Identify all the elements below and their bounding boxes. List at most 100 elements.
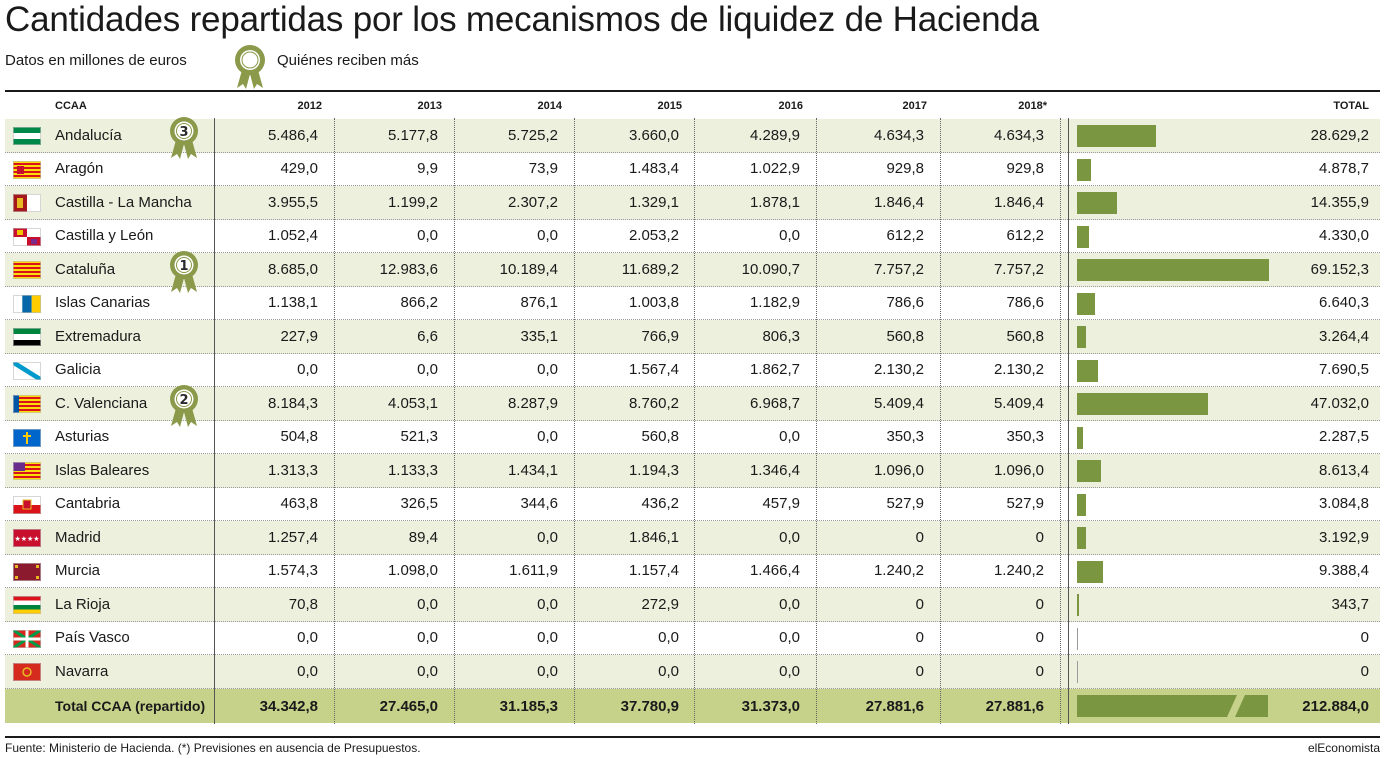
- table-cell: 0,0: [779, 629, 800, 647]
- table-cell: 436,2: [641, 495, 679, 513]
- region-name: Islas Canarias: [55, 294, 151, 312]
- divider: [1068, 118, 1069, 724]
- table-cell: 786,6: [886, 294, 924, 312]
- table-cell: 89,4: [408, 528, 438, 546]
- table-cell: 2.053,2: [628, 227, 679, 245]
- table-cell: 0,0: [779, 528, 800, 546]
- table-row: ★★★★ Madrid 1.257,4 89,4 0,0 1.846,1 0,0 0 0 3.19…: [5, 521, 1380, 555]
- region-name: Asturias: [55, 428, 110, 446]
- table-row: Galicia 0,0 0,0 0,0 1.567,4 1.862,7 2.130,2 2.1…: [5, 354, 1380, 387]
- divider: [694, 118, 695, 724]
- table-cell: 350,3: [1006, 428, 1044, 446]
- flag-cataluna-icon: [13, 261, 41, 280]
- total-cell-2013: 27.465,0: [379, 697, 438, 715]
- total-value: 47.032,0: [1310, 394, 1369, 412]
- flag-extremadura-icon: [13, 328, 41, 347]
- table-cell: 0: [1035, 595, 1044, 613]
- table-cell: 929,8: [1006, 160, 1044, 178]
- total-bar: [1077, 695, 1268, 717]
- region-name: País Vasco: [55, 629, 130, 647]
- total-value: 14.355,9: [1310, 193, 1369, 211]
- table-cell: 463,8: [280, 495, 318, 513]
- table-cell: 10.189,4: [499, 260, 558, 278]
- divider: [574, 118, 575, 724]
- flag-canarias-icon: [13, 294, 41, 313]
- total-value: 0: [1360, 629, 1369, 647]
- legend-label: Quiénes reciben más: [277, 51, 419, 69]
- divider: [1060, 118, 1061, 724]
- table-cell: 1.878,1: [749, 193, 800, 211]
- table-cell: 1.133,3: [387, 461, 438, 479]
- rank-number: 2: [179, 393, 188, 408]
- table-cell: 0,0: [297, 629, 318, 647]
- total-value: 8.613,4: [1318, 461, 1369, 479]
- table-row: La Rioja 70,8 0,0 0,0 272,9 0,0 0 0 343,7: [5, 588, 1380, 622]
- table-cell: 560,8: [641, 428, 679, 446]
- total-bar: [1077, 527, 1086, 549]
- table-cell: 1.096,0: [993, 461, 1044, 479]
- table-cell: 1.846,4: [873, 193, 924, 211]
- table-cell: 1.240,2: [873, 562, 924, 580]
- table-row: Extremadura 227,9 6,6 335,1 766,9 806,3 560,8 5…: [5, 320, 1380, 354]
- table-row: Aragón 429,0 9,9 73,9 1.483,4 1.022,9 929,8 929…: [5, 153, 1380, 186]
- table-cell: 6.968,7: [749, 394, 800, 412]
- region-name: Navarra: [55, 662, 109, 680]
- rosette-icon: [235, 45, 265, 89]
- table-cell: 0: [915, 595, 924, 613]
- chart-subtitle: Datos en millones de euros: [5, 52, 187, 69]
- region-name: Islas Baleares: [55, 461, 150, 479]
- region-name: Extremadura: [55, 327, 141, 345]
- rank-rosette-icon: 2: [167, 384, 201, 428]
- flag-navarra-icon: [13, 663, 41, 681]
- top-rule: [5, 90, 1380, 92]
- flag-baleares-icon: [13, 462, 41, 481]
- table-cell: 8.184,3: [267, 394, 318, 412]
- divider: [940, 118, 941, 724]
- legend: Quiénes reciben más: [233, 44, 419, 90]
- table-row: Castilla y León 1.052,4 0,0 0,0 2.053,2 0,0 61…: [5, 220, 1380, 253]
- table-cell: 12.983,6: [379, 260, 438, 278]
- table-cell: 929,8: [886, 160, 924, 178]
- table-cell: 227,9: [280, 327, 318, 345]
- bottom-rule: [5, 736, 1380, 738]
- total-bar: [1077, 560, 1104, 583]
- flag-madrid-icon: ★★★★: [13, 529, 41, 547]
- table-row: Murcia 1.574,3 1.098,0 1.611,9 1.157,4 1.466,…: [5, 555, 1380, 588]
- table-cell: 5.409,4: [993, 394, 1044, 412]
- total-cell-2016: 31.373,0: [741, 697, 800, 715]
- table-cell: 866,2: [400, 294, 438, 312]
- table-body: Andalucía 3 5.486,4 5.177,8 5.725,2 3.660,0 4.…: [5, 117, 1380, 689]
- brand-label: elEconomista: [1307, 741, 1380, 755]
- table-cell: 5.486,4: [267, 126, 318, 144]
- total-bar: [1077, 158, 1091, 181]
- table-cell: 1.194,3: [628, 461, 679, 479]
- table-cell: 0,0: [658, 629, 679, 647]
- table-cell: 0,0: [297, 662, 318, 680]
- table-cell: 335,1: [520, 327, 558, 345]
- source-note: Fuente: Ministerio de Hacienda. (*) Prev…: [5, 741, 421, 755]
- total-label: Total CCAA (repartido): [55, 698, 206, 714]
- total-bar: [1077, 627, 1078, 650]
- header-2018: 2018*: [1018, 100, 1047, 112]
- table-cell: 612,2: [886, 227, 924, 245]
- flag-rioja-icon: [13, 596, 41, 615]
- table-row: Cantabria 463,8 326,5 344,6 436,2 457,9 527,9 5…: [5, 488, 1380, 521]
- total-value: 343,7: [1331, 595, 1369, 613]
- total-value: 7.690,5: [1318, 361, 1369, 379]
- table-cell: 70,8: [288, 595, 318, 613]
- total-bar: [1077, 493, 1086, 516]
- table-cell: 0: [915, 528, 924, 546]
- total-cell-2015: 37.780,9: [620, 697, 679, 715]
- flag-aragon-icon: [13, 160, 41, 179]
- table-cell: 2.307,2: [507, 193, 558, 211]
- table-cell: 1.096,0: [873, 461, 924, 479]
- table-cell: 1.182,9: [749, 294, 800, 312]
- flag-galicia-icon: [13, 361, 41, 380]
- region-name: La Rioja: [55, 595, 111, 613]
- table-cell: 0,0: [537, 361, 558, 379]
- divider: [334, 118, 335, 724]
- table-cell: 1.434,1: [507, 461, 558, 479]
- table-cell: 0,0: [417, 227, 438, 245]
- table-row: Andalucía 3 5.486,4 5.177,8 5.725,2 3.660,0 4.…: [5, 117, 1380, 159]
- table-cell: 1.466,4: [749, 562, 800, 580]
